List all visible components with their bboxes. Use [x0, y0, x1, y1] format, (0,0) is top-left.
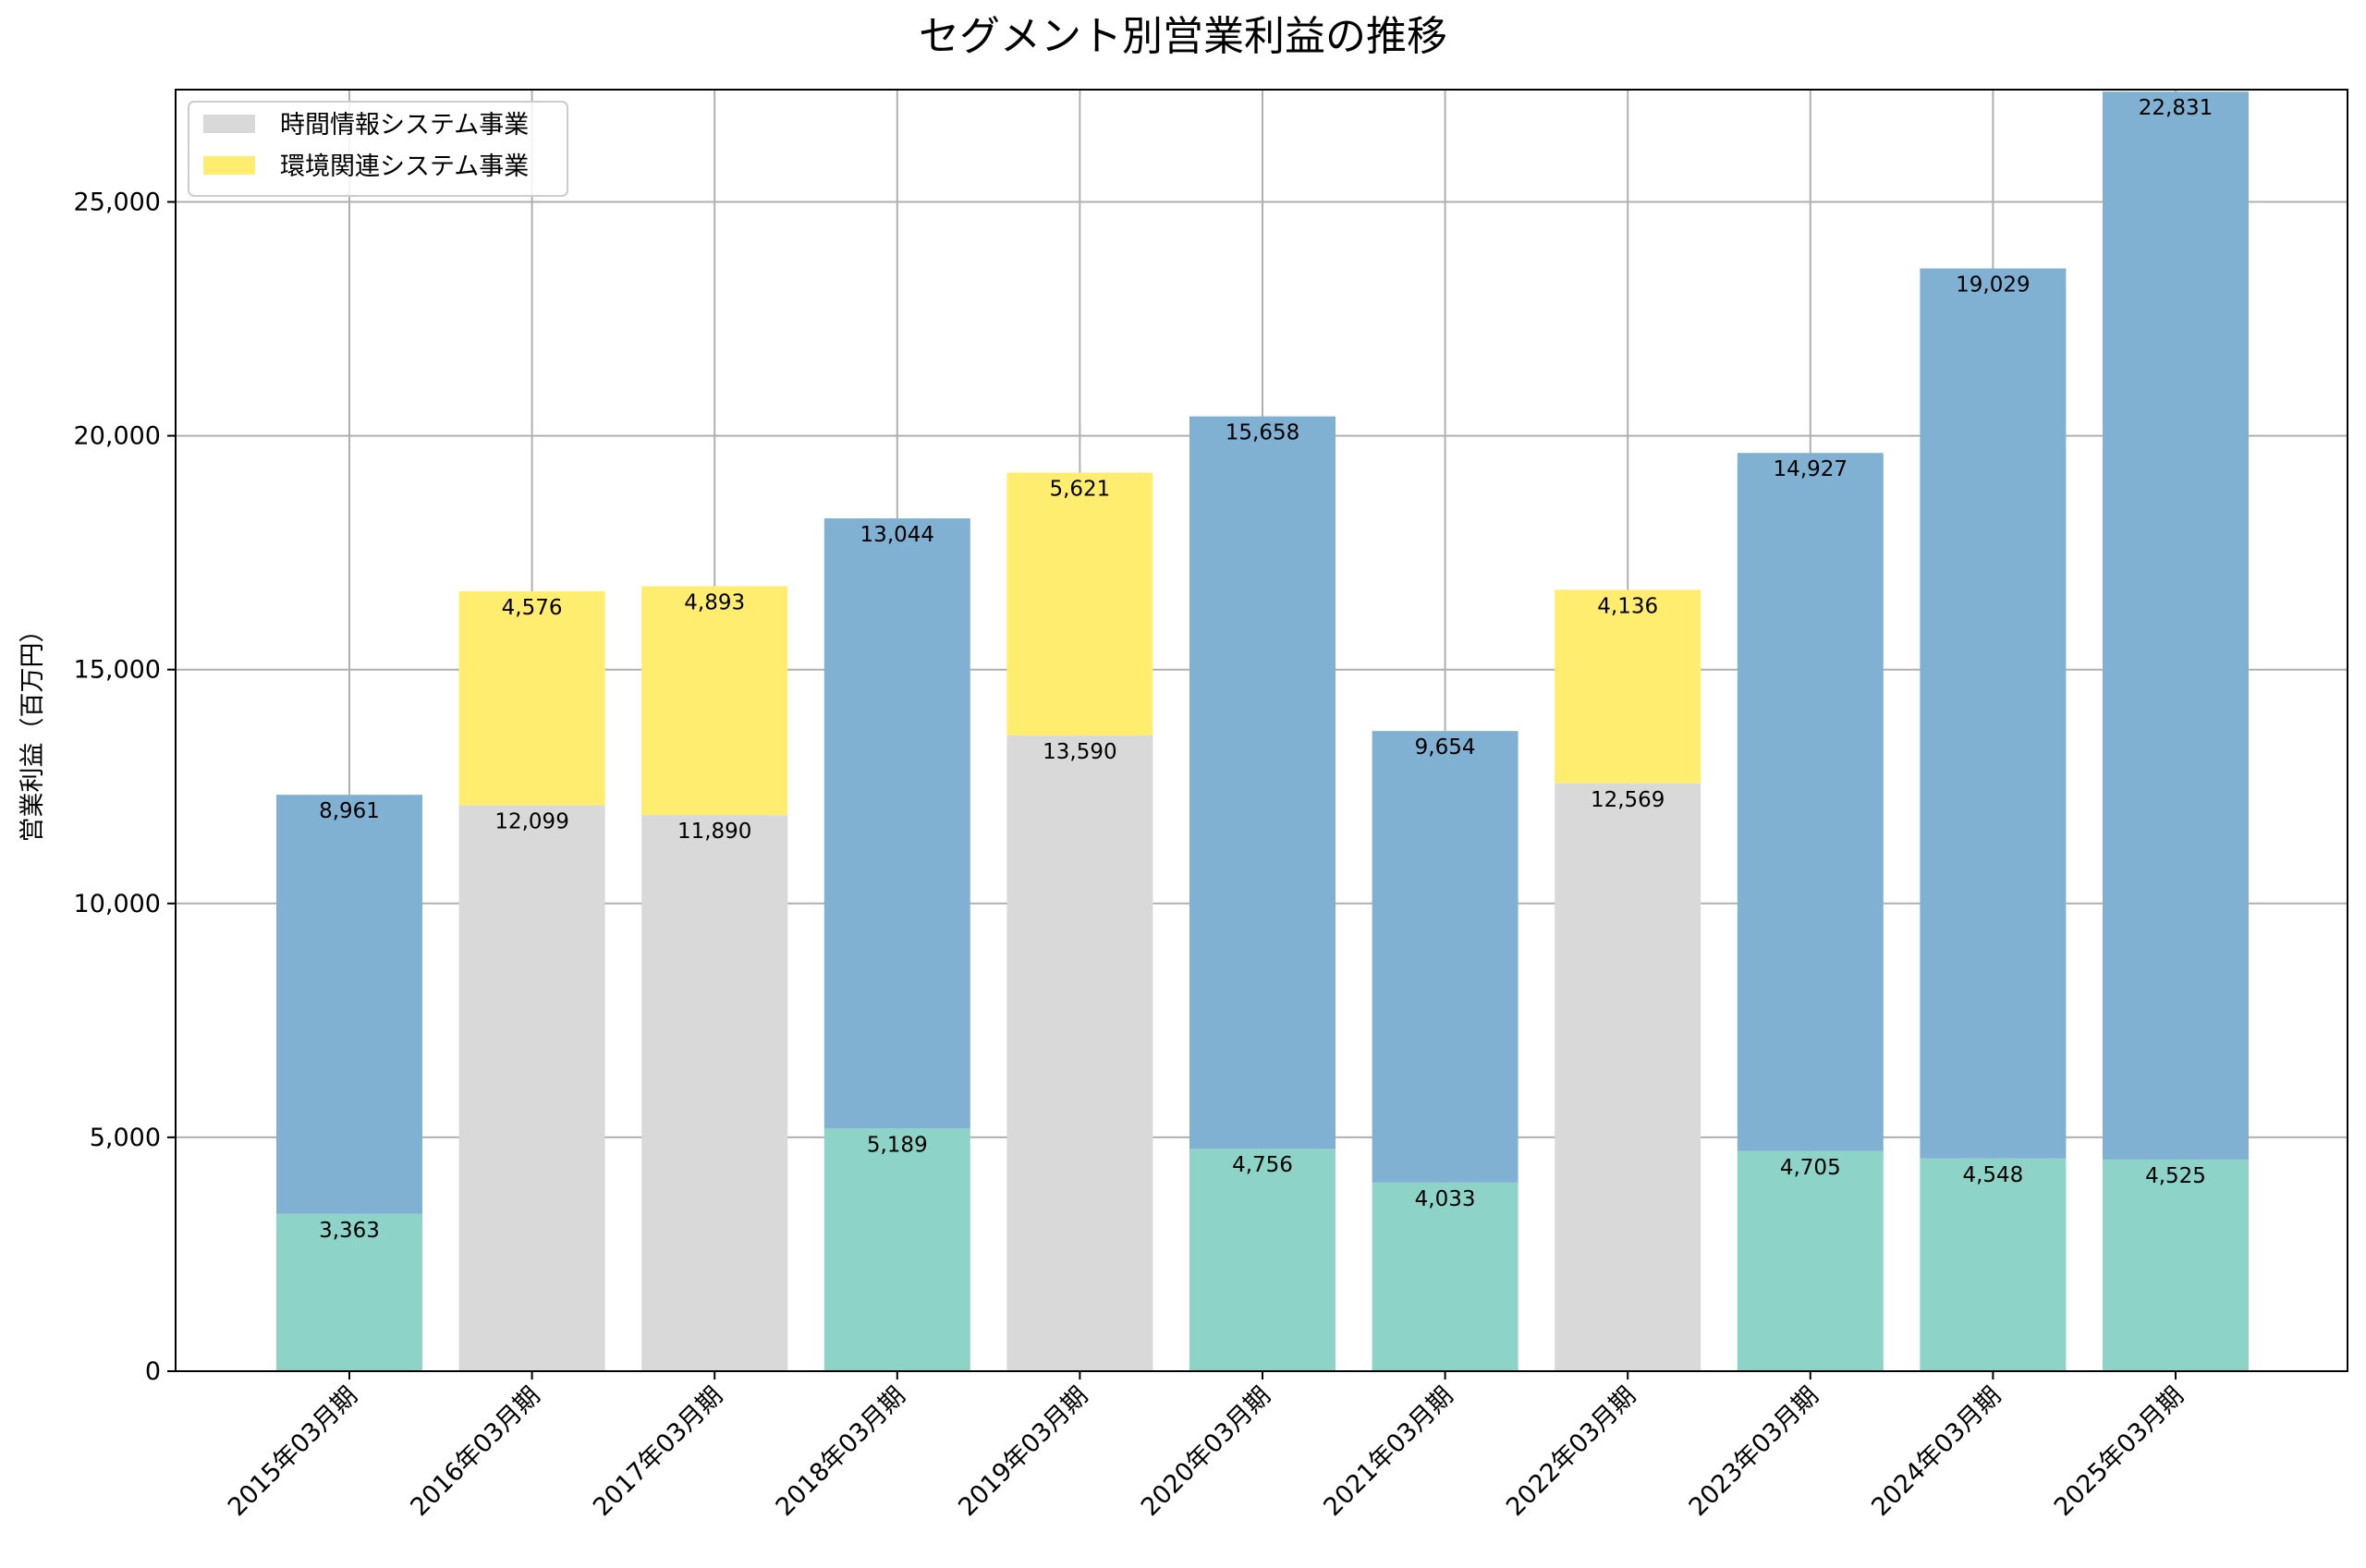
bar-3-6	[1372, 731, 1518, 1183]
legend-label-1: 環境関連システム事業	[280, 152, 529, 181]
x-axis: 2015年03月期 2016年03月期 2017年03月期 2018年03月期 2019…	[223, 1371, 2189, 1522]
data-label-3-3: 13,044	[860, 523, 934, 547]
bar-0-6	[1372, 1182, 1518, 1371]
bar-2-7	[1555, 590, 1701, 784]
y-axis: 0 5,000 10,000 15,000 20,000 25,000	[74, 188, 176, 1386]
x-tick-label-2: 2017年03月期	[588, 1381, 728, 1522]
data-label-0-9: 4,548	[1962, 1163, 2023, 1187]
x-tick-label-10: 2025年03月期	[2049, 1381, 2189, 1522]
bar-2-2	[641, 586, 788, 816]
x-tick-label-9: 2024年03月期	[1866, 1381, 2006, 1522]
data-label-2-2: 4,893	[684, 590, 745, 614]
x-tick-label-3: 2018年03月期	[771, 1381, 911, 1522]
bars	[276, 91, 2249, 1371]
data-label-0-10: 4,525	[2145, 1164, 2206, 1188]
bar-1-1	[458, 805, 605, 1371]
data-labels: 3,363 5,189 4,756 4,033 4,705 4,548 4,525 12,09…	[319, 96, 2213, 1243]
bar-0-5	[1189, 1149, 1335, 1371]
y-tick-label-0: 0	[145, 1357, 161, 1386]
data-label-1-2: 11,890	[677, 820, 751, 844]
data-label-0-0: 3,363	[319, 1219, 380, 1243]
data-label-3-8: 14,927	[1774, 457, 1848, 481]
x-tick-label-4: 2019年03月期	[953, 1381, 1093, 1522]
bar-1-4	[1006, 735, 1153, 1371]
y-tick-label-1: 5,000	[90, 1124, 161, 1152]
y-tick-label-2: 10,000	[74, 890, 161, 918]
bar-3-3	[823, 518, 970, 1129]
x-tick-label-8: 2023年03月期	[1684, 1381, 1824, 1522]
data-label-3-0: 8,961	[319, 799, 380, 823]
bar-2-1	[458, 590, 605, 806]
bar-2-4	[1006, 472, 1153, 736]
y-tick-label-5: 25,000	[74, 188, 161, 216]
bar-3-0	[276, 795, 422, 1214]
data-label-3-10: 22,831	[2139, 96, 2213, 120]
bar-3-10	[2103, 91, 2249, 1160]
data-label-3-9: 19,029	[1956, 273, 2030, 298]
data-label-0-8: 4,705	[1780, 1156, 1841, 1180]
bar-0-3	[823, 1128, 970, 1371]
legend-swatch-0	[203, 115, 255, 133]
data-label-3-6: 9,654	[1415, 735, 1476, 760]
data-label-0-6: 4,033	[1415, 1187, 1476, 1211]
bar-0-8	[1737, 1150, 1884, 1371]
y-tick-label-3: 15,000	[74, 656, 161, 685]
data-label-3-5: 15,658	[1226, 421, 1299, 445]
bar-3-9	[1920, 268, 2067, 1159]
bar-0-10	[2103, 1159, 2249, 1371]
x-tick-label-5: 2020年03月期	[1136, 1381, 1276, 1522]
legend-label-0: 時間情報システム事業	[280, 111, 529, 140]
x-tick-label-1: 2016年03月期	[405, 1381, 545, 1522]
legend-box	[188, 101, 568, 197]
data-label-1-1: 12,099	[494, 810, 568, 834]
legend-swatch-1	[203, 156, 255, 175]
bar-0-9	[1920, 1158, 2067, 1371]
data-label-2-4: 5,621	[1049, 478, 1110, 502]
data-label-1-7: 12,569	[1591, 788, 1665, 812]
bar-0-0	[276, 1213, 422, 1371]
data-label-1-4: 13,590	[1043, 740, 1116, 764]
x-tick-label-6: 2021年03月期	[1318, 1381, 1458, 1522]
bar-3-5	[1189, 416, 1335, 1149]
y-axis-label: 営業利益（百万円）	[18, 618, 47, 843]
data-label-0-5: 4,756	[1232, 1153, 1293, 1177]
y-tick-label-4: 20,000	[74, 422, 161, 451]
x-tick-label-7: 2022年03月期	[1501, 1381, 1641, 1522]
data-label-2-7: 4,136	[1597, 594, 1658, 618]
data-label-0-3: 5,189	[867, 1133, 928, 1157]
data-label-2-1: 4,576	[502, 596, 563, 620]
bar-1-7	[1555, 783, 1701, 1371]
chart-title: セグメント別営業利益の推移	[919, 13, 1447, 60]
x-tick-label-0: 2015年03月期	[223, 1381, 363, 1522]
bar-3-8	[1737, 453, 1884, 1151]
bar-1-2	[641, 815, 788, 1371]
